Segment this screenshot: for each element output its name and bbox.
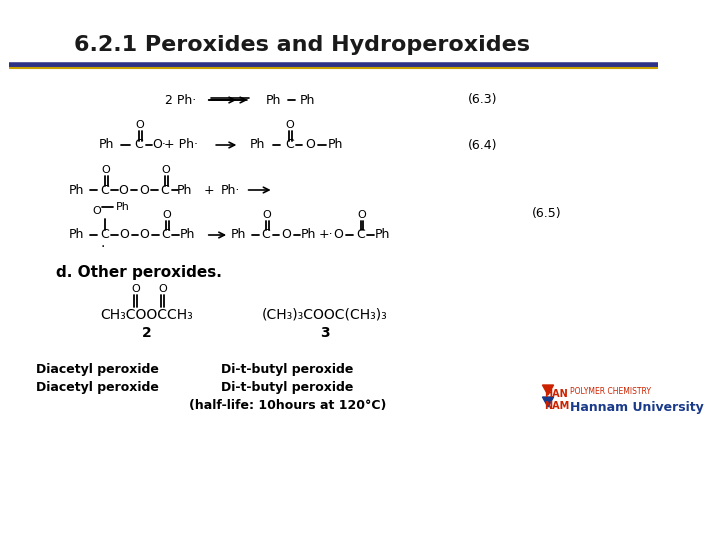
Text: (CH₃)₃COOC(CH₃)₃: (CH₃)₃COOC(CH₃)₃	[261, 308, 387, 322]
Text: O: O	[120, 228, 129, 241]
Text: O: O	[161, 165, 171, 175]
Text: O: O	[163, 210, 171, 220]
Polygon shape	[542, 385, 554, 395]
Text: Ph: Ph	[374, 228, 390, 241]
Text: Ph: Ph	[177, 184, 192, 197]
Text: Ph: Ph	[68, 184, 84, 197]
Text: 6.2.1 Peroxides and Hydroperoxides: 6.2.1 Peroxides and Hydroperoxides	[74, 35, 530, 55]
Text: Ph: Ph	[68, 228, 84, 241]
Text: Di-t-butyl peroxide: Di-t-butyl peroxide	[221, 381, 354, 395]
Text: Ph: Ph	[266, 93, 282, 106]
Text: Ph: Ph	[328, 138, 343, 152]
Text: C: C	[100, 184, 109, 197]
Polygon shape	[542, 397, 554, 407]
Text: (6.5): (6.5)	[532, 206, 562, 219]
Text: C: C	[285, 138, 294, 152]
Text: O: O	[131, 284, 140, 294]
Text: ·: ·	[101, 240, 105, 254]
Text: HAN
NAM: HAN NAM	[544, 389, 569, 411]
Text: C: C	[135, 138, 143, 152]
Text: +·: +·	[318, 228, 333, 241]
Text: Di-t-butyl peroxide: Di-t-butyl peroxide	[221, 363, 354, 376]
Text: O·: O·	[153, 138, 166, 152]
Text: O: O	[102, 165, 110, 175]
Text: 2 Ph·: 2 Ph·	[165, 93, 197, 106]
Text: C: C	[161, 228, 171, 241]
Text: 2: 2	[142, 326, 151, 340]
Text: (half-life: 10hours at 120°C): (half-life: 10hours at 120°C)	[189, 400, 386, 413]
Text: C: C	[100, 228, 109, 241]
Text: Ph·: Ph·	[220, 184, 240, 197]
Text: Ph: Ph	[301, 228, 317, 241]
Text: (6.3): (6.3)	[467, 93, 497, 106]
Text: Ph: Ph	[230, 228, 246, 241]
Text: 3: 3	[320, 326, 329, 340]
Text: C: C	[262, 228, 271, 241]
Text: O: O	[286, 120, 294, 130]
Text: O: O	[118, 184, 128, 197]
Text: C: C	[161, 184, 169, 197]
Text: +: +	[203, 184, 214, 197]
Text: O: O	[263, 210, 271, 220]
Text: O: O	[92, 206, 101, 216]
Text: Diacetyl peroxide: Diacetyl peroxide	[36, 363, 159, 376]
Text: O: O	[305, 138, 315, 152]
Text: Ph: Ph	[115, 202, 130, 212]
Text: C: C	[356, 228, 365, 241]
Text: O: O	[357, 210, 366, 220]
Text: O: O	[135, 120, 145, 130]
Text: CH₃COOCCH₃: CH₃COOCCH₃	[100, 308, 193, 322]
Text: Hannam University: Hannam University	[570, 402, 704, 415]
Text: d. Other peroxides.: d. Other peroxides.	[55, 265, 222, 280]
Text: O: O	[158, 284, 166, 294]
Text: + Ph·: + Ph·	[164, 138, 198, 152]
Text: Diacetyl peroxide: Diacetyl peroxide	[36, 381, 159, 395]
Text: O: O	[333, 228, 343, 241]
Text: POLYMER CHEMISTRY: POLYMER CHEMISTRY	[570, 388, 652, 396]
Text: O: O	[139, 184, 148, 197]
Text: Ph: Ph	[99, 138, 114, 152]
Text: O: O	[140, 228, 150, 241]
Text: (6.4): (6.4)	[467, 138, 497, 152]
Text: Ph: Ph	[300, 93, 315, 106]
Text: O: O	[282, 228, 292, 241]
Text: Ph: Ph	[250, 138, 266, 152]
Text: Ph: Ph	[179, 228, 195, 241]
